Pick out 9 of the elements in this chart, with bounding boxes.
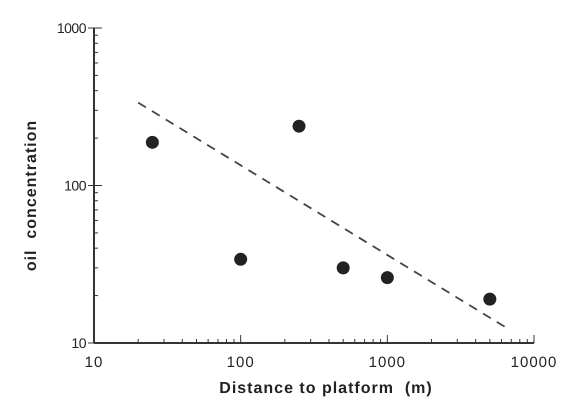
y-tick-label: 10: [71, 335, 87, 351]
y-axis-title: oil concentration: [23, 120, 40, 272]
y-tick-label: 100: [64, 178, 87, 194]
y-tick-label: 1000: [56, 20, 87, 36]
x-tick-label: 1000: [368, 354, 406, 371]
x-axis-title: Distance to platform (m): [219, 380, 433, 397]
x-tick-label: 10: [84, 354, 104, 371]
x-tick-label: 10000: [510, 354, 558, 371]
x-tick-label: 100: [226, 354, 255, 371]
